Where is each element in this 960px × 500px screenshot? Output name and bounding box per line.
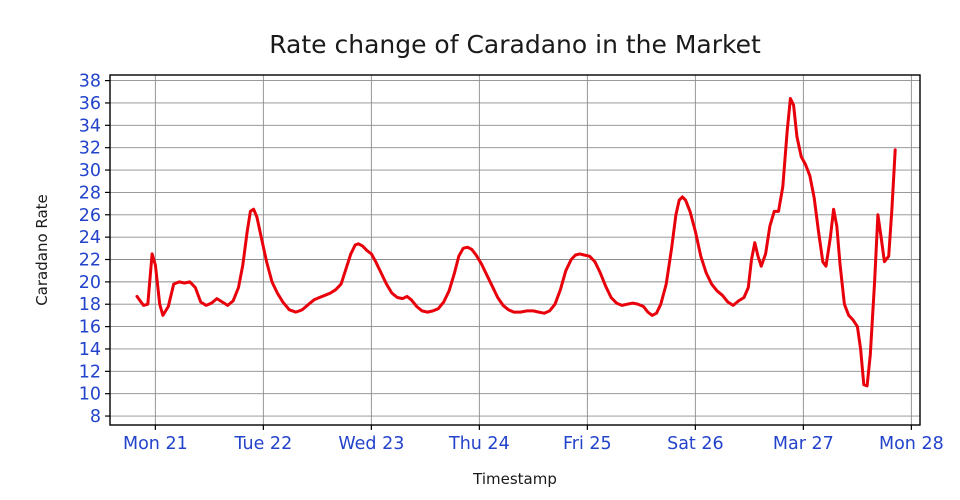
x-tick-label: Fri 25 <box>563 434 612 454</box>
y-tick-label: 20 <box>79 273 101 293</box>
y-tick-label: 28 <box>79 183 101 203</box>
x-tick-label: Mon 28 <box>879 434 944 454</box>
y-tick-label: 16 <box>79 318 101 338</box>
y-tick-label: 38 <box>79 72 101 92</box>
x-axis-label: Timestamp <box>473 470 557 488</box>
y-tick-label: 30 <box>79 161 101 181</box>
x-tick-label: Tue 22 <box>233 434 292 454</box>
rate-line <box>135 97 897 388</box>
y-tick-label: 22 <box>79 251 101 271</box>
x-tick-label: Mon 21 <box>123 434 188 454</box>
x-tick-label: Wed 23 <box>338 434 404 454</box>
y-tick-label: 36 <box>79 94 101 114</box>
x-tick-label: Mar 27 <box>773 434 834 454</box>
y-axis-label: Caradano Rate <box>33 194 51 306</box>
y-tick-label: 24 <box>79 228 101 248</box>
y-tick-label: 32 <box>79 139 101 159</box>
x-tick-label: Thu 24 <box>448 434 510 454</box>
plot-border <box>109 74 921 426</box>
y-tick-label: 18 <box>79 295 101 315</box>
y-tick-label: 10 <box>79 385 101 405</box>
y-tick-label: 34 <box>79 116 101 136</box>
y-tick-label: 14 <box>79 340 101 360</box>
chart-title: Rate change of Caradano in the Market <box>269 30 761 59</box>
x-tick-label: Sat 26 <box>667 434 724 454</box>
y-tick-label: 12 <box>79 362 101 382</box>
y-tick-label: 8 <box>90 407 101 427</box>
y-tick-label: 26 <box>79 206 101 226</box>
